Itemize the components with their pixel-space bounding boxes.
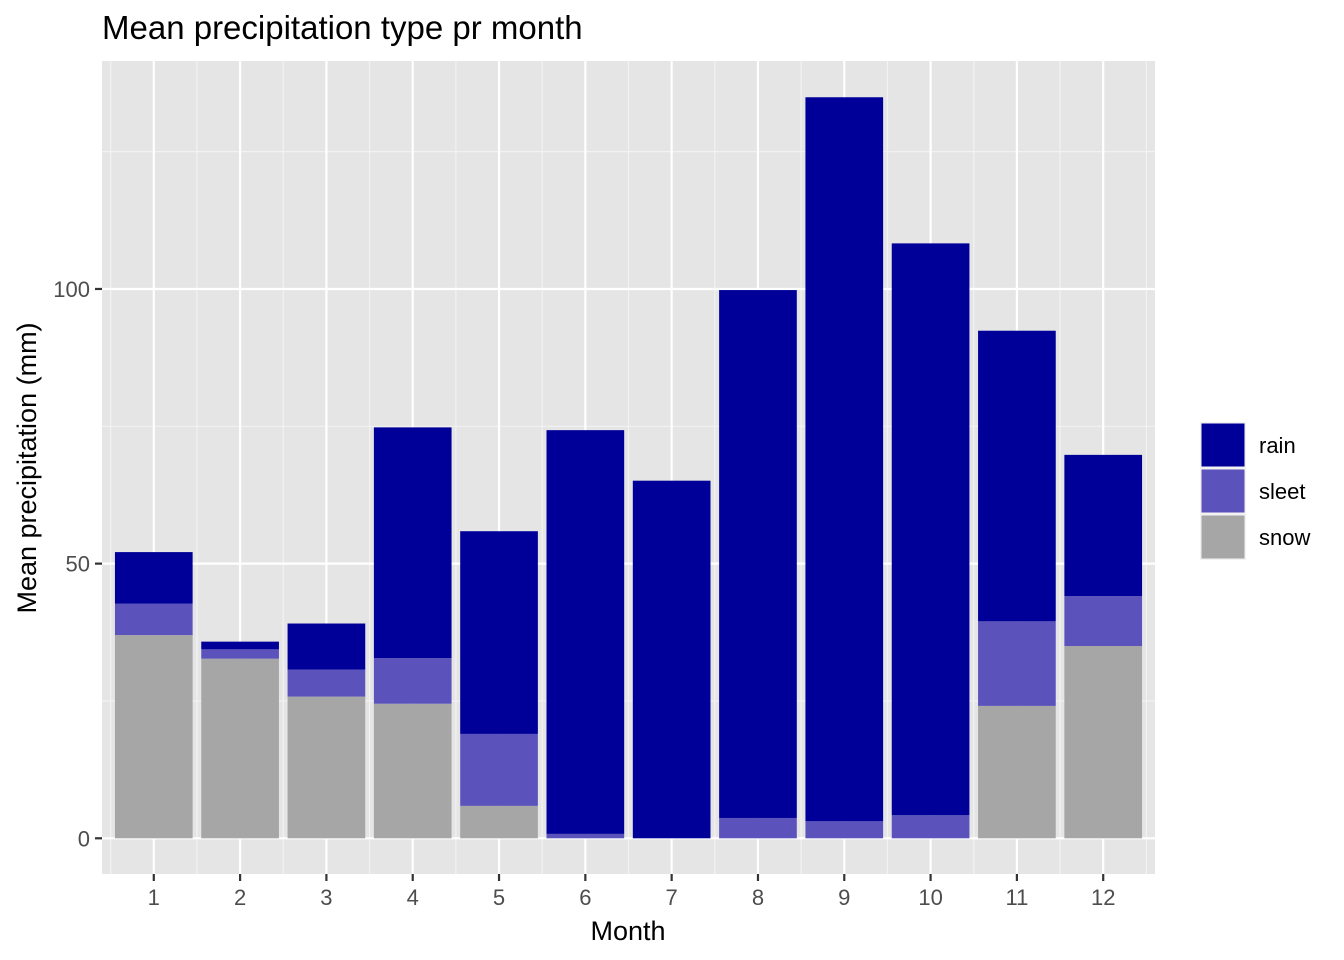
- bar-rain-month-8: [719, 290, 797, 818]
- y-axis: 0 50 100: [53, 277, 102, 851]
- x-tick-label-6: 6: [579, 885, 591, 910]
- bar-sleet-month-1: [114, 603, 193, 636]
- bar-rain-month-7: [632, 480, 711, 839]
- bar-snow-month-5: [460, 805, 538, 839]
- bar-sleet-month-4: [373, 658, 452, 704]
- bar-sleet-month-9: [805, 821, 884, 839]
- bar-rain-month-11: [978, 330, 1056, 622]
- x-tick-label-3: 3: [320, 885, 332, 910]
- bar-sleet-month-12: [1064, 596, 1143, 647]
- x-tick-label-4: 4: [407, 885, 419, 910]
- bar-rain-month-12: [1064, 454, 1143, 597]
- bar-snow-month-12: [1064, 646, 1143, 839]
- bar-snow-month-4: [373, 703, 452, 839]
- x-tick-label-1: 1: [148, 885, 160, 910]
- x-tick-label-5: 5: [493, 885, 505, 910]
- bar-snow-month-1: [114, 635, 193, 839]
- grid-minor: [102, 61, 1155, 874]
- bar-sleet-month-6: [546, 833, 625, 839]
- x-tick-label-7: 7: [666, 885, 678, 910]
- bar-sleet-month-11: [978, 621, 1056, 706]
- legend-label-sleet: sleet: [1259, 479, 1305, 504]
- bar-rain-month-10: [891, 243, 970, 816]
- bar-sleet-month-10: [891, 815, 970, 839]
- bar-sleet-month-2: [201, 649, 279, 659]
- bar-sleet-month-5: [460, 733, 538, 806]
- y-tick-label-1: 50: [66, 552, 90, 577]
- bar-sleet-month-8: [719, 817, 797, 839]
- bar-snow-month-3: [287, 696, 366, 839]
- legend-swatch-snow: [1201, 515, 1245, 559]
- legend: rain sleet snow: [1200, 422, 1310, 560]
- x-tick-label-8: 8: [752, 885, 764, 910]
- bar-sleet-month-3: [287, 669, 366, 697]
- bar-rain-month-6: [546, 430, 625, 834]
- bar-rain-month-2: [201, 641, 279, 650]
- bar-rain-month-3: [287, 623, 366, 670]
- y-tick-label-0: 0: [78, 826, 90, 851]
- legend-swatch-sleet: [1201, 469, 1245, 513]
- x-axis: 1 2 3 4 5 6 7 8 9 10 11 12: [148, 874, 1115, 910]
- bar-rain-month-1: [114, 552, 193, 604]
- bar-snow-month-2: [201, 658, 279, 839]
- legend-label-snow: snow: [1259, 525, 1310, 550]
- bar-rain-month-4: [373, 427, 452, 659]
- x-tick-label-2: 2: [234, 885, 246, 910]
- x-tick-label-12: 12: [1091, 885, 1115, 910]
- bars: [114, 97, 1143, 839]
- bar-rain-month-5: [460, 531, 538, 734]
- y-tick-label-2: 100: [53, 277, 90, 302]
- bar-rain-month-9: [805, 97, 884, 822]
- x-tick-label-11: 11: [1005, 885, 1028, 910]
- x-tick-label-10: 10: [918, 885, 942, 910]
- x-tick-label-9: 9: [838, 885, 850, 910]
- legend-label-rain: rain: [1259, 433, 1296, 458]
- bar-snow-month-11: [978, 705, 1056, 839]
- x-axis-label: Month: [590, 916, 665, 946]
- y-axis-label: Mean precipitation (mm): [12, 322, 42, 613]
- chart-title: Mean precipitation type pr month: [102, 9, 583, 46]
- legend-swatch-rain: [1201, 423, 1245, 467]
